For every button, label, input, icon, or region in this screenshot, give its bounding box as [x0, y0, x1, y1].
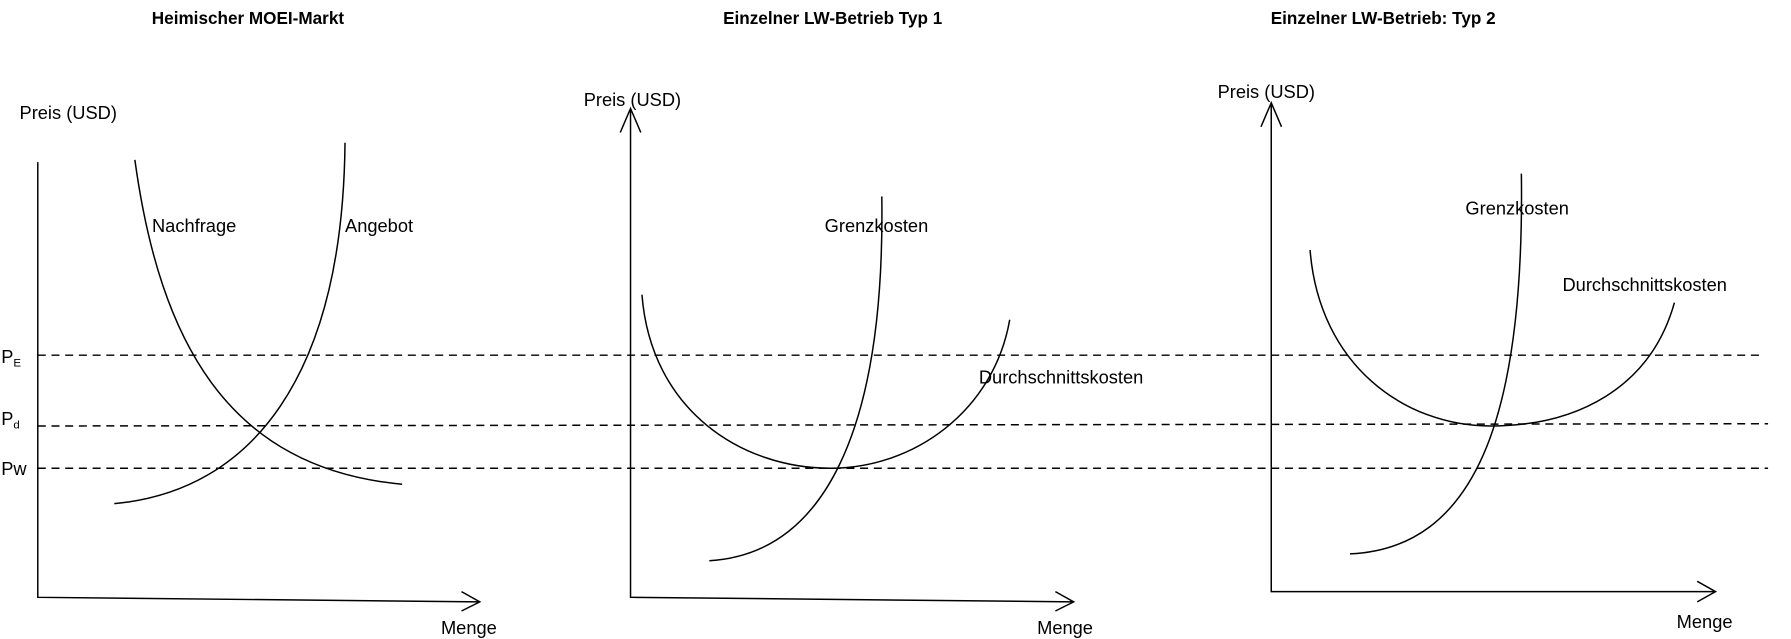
x-axis-label: Menge — [1677, 611, 1733, 632]
y-axis-label: Preis (USD) — [20, 102, 117, 123]
average-cost-curve — [641, 294, 1011, 469]
price-label: PE — [1, 346, 21, 369]
y-axis-label: Preis (USD) — [1218, 81, 1315, 102]
x-axis-label: Menge — [441, 617, 497, 638]
axes — [619, 106, 1076, 612]
curve-label: Durchschnittskosten — [979, 367, 1143, 388]
panel-title: Einzelner LW-Betrieb: Typ 2 — [1271, 8, 1496, 28]
y-axis-label: Preis (USD) — [584, 89, 681, 110]
curve-label: Angebot — [345, 215, 413, 236]
supply-curve — [114, 142, 346, 505]
demand-curve — [134, 159, 403, 485]
price-label: Pd — [1, 408, 20, 431]
price-label: Pw — [1, 458, 27, 479]
average-cost-curve — [1309, 250, 1676, 427]
curve-label: Grenzkosten — [1465, 198, 1569, 219]
panel-title: Heimischer MOEI-Markt — [152, 8, 345, 28]
x-axis-label: Menge — [1037, 617, 1093, 638]
marginal-cost-curve — [1350, 173, 1523, 555]
curve-label: Grenzkosten — [825, 215, 929, 236]
curve-label: Durchschnittskosten — [1562, 274, 1726, 295]
axes — [1260, 100, 1718, 603]
price-line — [37, 422, 1769, 427]
marginal-cost-curve — [709, 196, 883, 562]
axes — [37, 162, 482, 612]
curve-label: Nachfrage — [152, 215, 236, 236]
panel-title: Einzelner LW-Betrieb Typ 1 — [723, 8, 943, 28]
